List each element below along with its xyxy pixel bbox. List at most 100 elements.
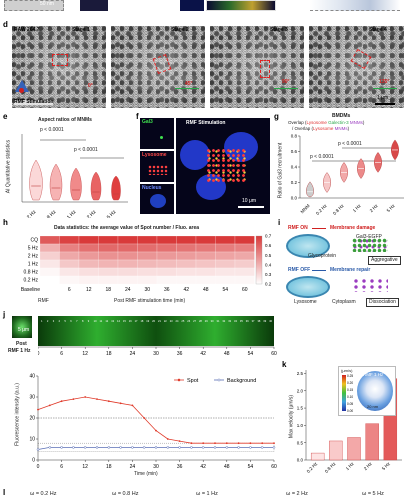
data-point — [249, 442, 252, 445]
x-tick-label: 6 — [60, 464, 63, 470]
nucleus-channel-image: Nucleus — [140, 184, 174, 214]
heatmap-cell — [234, 267, 255, 277]
post-label: Post — [16, 341, 27, 347]
frame-number: 27 — [193, 319, 196, 323]
heatmap-cell — [59, 267, 80, 277]
data-point — [273, 442, 275, 445]
panel-label-h: h — [3, 218, 8, 227]
channel-label: Gal3 — [142, 119, 153, 125]
panel-g: BMDMs Overlap (Lysosome Galectin-3 MNMs)… — [276, 112, 406, 218]
x-tick-label: 36 — [164, 287, 170, 293]
frame-number: 28 — [199, 319, 202, 323]
heatmap-cell — [39, 235, 60, 245]
heatmap-cell — [117, 251, 138, 261]
frame-number: 18 — [140, 319, 143, 323]
heatmap-cell — [78, 251, 99, 261]
legend-marker — [217, 378, 221, 382]
panel-label-k: k — [282, 360, 287, 369]
heatmap-cell — [39, 243, 60, 253]
heatmap-cell — [176, 243, 197, 253]
top-fluor-image-2 — [180, 0, 204, 11]
data-point — [178, 440, 181, 442]
panel-i: RMF ON Membrane damage Gal3-EGFP Glycopr… — [282, 224, 406, 308]
p-value-1: p < 0.0001 — [310, 154, 334, 160]
data-point — [166, 446, 170, 449]
x-tick-label: 5 Hz — [381, 461, 392, 472]
x-axis-label: Time (min) — [134, 471, 158, 477]
frame-number: 15 — [123, 319, 126, 323]
heatmap-cell — [137, 243, 158, 253]
panel-j: Post RMF 1 Hz 5 μm 1 2 3 4 5 6 7 8 9 10 11 12 13 14 15… — [4, 312, 280, 480]
y-tick-label: 0.2 — [291, 180, 298, 185]
x-tick-label: 0.2 Hz — [306, 461, 319, 474]
scalebar-line — [238, 206, 264, 208]
heatmap-cell — [59, 259, 80, 269]
heatmap-cell — [117, 275, 138, 285]
angle-label: 0° — [88, 83, 93, 89]
frame-number: 37 — [252, 319, 255, 323]
x-tick-label: 48 — [224, 351, 230, 356]
x-tick-label: 30 — [153, 464, 159, 470]
frame-number: 9 — [88, 319, 90, 323]
heatmap-cell — [234, 243, 255, 253]
heatmap-cell — [98, 243, 119, 253]
micrograph-stage-2: Stage 2 45° — [111, 26, 205, 108]
legend-label: Background — [227, 378, 256, 384]
frame-number: 36 — [246, 319, 249, 323]
post-rmf-image — [12, 316, 32, 338]
heatmap-cell — [78, 235, 99, 245]
y-axis-label: Fluorescence intensity (a.u.) — [14, 383, 21, 446]
frame-number: 39 — [263, 319, 266, 323]
frame-number: 21 — [158, 319, 161, 323]
x-tick-label: 42 — [200, 351, 206, 356]
heatmap-cell — [234, 235, 255, 245]
heatmap-cell — [117, 243, 138, 253]
heatmap-cell — [195, 267, 216, 277]
x-tick-label: 36 — [177, 351, 183, 356]
heatmap-cell — [156, 235, 177, 245]
frame-numbers: 1 2 3 4 5 6 7 8 9 10 11 12 13 14 15 16 17 18 19 20 21 22 23 24 2… — [41, 319, 273, 323]
top-render-image — [310, 0, 400, 11]
heatmap-cell — [195, 259, 216, 269]
frame-number: 2 — [47, 319, 49, 323]
data-point — [214, 442, 216, 445]
heatmap-cell — [156, 243, 177, 253]
heatmap-cell — [59, 243, 80, 253]
heatmap-cell — [39, 267, 60, 277]
violin-0.8Hz — [49, 163, 63, 201]
frame-number: 4 — [59, 319, 61, 323]
heatmap-cell — [176, 235, 197, 245]
data-point — [72, 398, 75, 400]
frame-number: 32 — [222, 319, 225, 323]
y-tick-label: 40 — [29, 374, 35, 380]
y-axis-label: Ratio of Gal3 recruitment — [277, 142, 284, 199]
omega-label: ω = 5 Hz — [362, 491, 384, 497]
frame-number: 12 — [105, 319, 108, 323]
x-tick-label: 0.8 Hz — [332, 203, 345, 216]
x-tick-label: 54 — [248, 351, 254, 356]
x-tick-label: 12 — [82, 464, 88, 470]
data-point — [37, 408, 39, 411]
inset-sphere — [357, 371, 393, 411]
frame-number: 26 — [187, 319, 190, 323]
x-tick-label: 42 — [200, 464, 206, 470]
angle-label: 45° — [185, 81, 193, 87]
data-point — [72, 446, 75, 449]
x-tick-label: 2 Hz — [363, 461, 374, 472]
rmf-on-label: RMF ON — [288, 225, 308, 231]
x-tick-label: 60 — [271, 464, 277, 470]
heatmap-cell — [137, 275, 158, 285]
p-value-1: p < 0.0001 — [40, 127, 64, 133]
aggregative-badge: Aggregative — [368, 256, 401, 265]
kymograph-axis: 0 6 12 18 24 30 36 42 48 54 60 — [38, 346, 277, 356]
heatmap-cell — [215, 251, 236, 261]
x-tick-label: 18 — [105, 287, 111, 293]
x-tick-label: 6 — [68, 287, 71, 293]
heatmap-cell — [78, 259, 99, 269]
data-point — [237, 446, 240, 449]
x-tick-label: 48 — [224, 464, 230, 470]
panel-label-i: i — [278, 218, 281, 227]
colorbar-tick: 0.5 — [265, 253, 272, 258]
heatmap-cell — [98, 275, 119, 285]
frame-number: 19 — [146, 319, 149, 323]
